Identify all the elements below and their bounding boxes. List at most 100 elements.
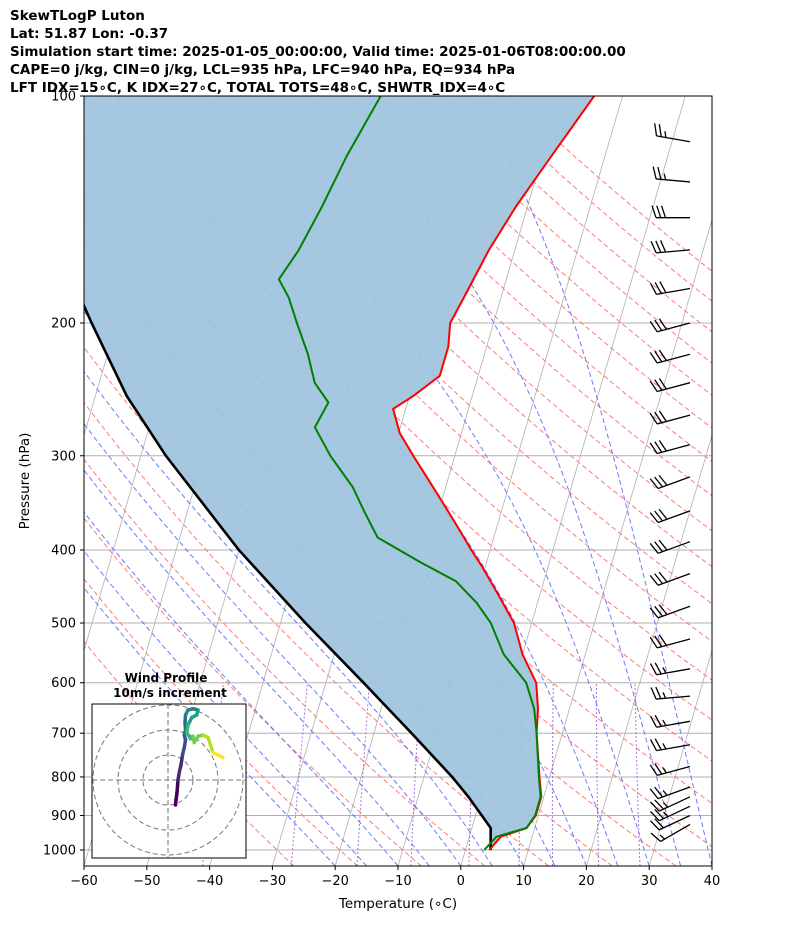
wind-barbs (649, 123, 691, 843)
wind-barb-half-flag (659, 834, 666, 840)
wind-barb-flag (654, 350, 663, 363)
moist-adiabat-line (84, 370, 493, 866)
wind-barb (649, 738, 691, 752)
wind-barb-flag (650, 811, 660, 822)
wind-barb-staff (657, 605, 691, 619)
isotherm-line (711, 864, 712, 866)
wind-barb-staff (660, 823, 691, 843)
isotherm-line (586, 433, 712, 866)
x-tick-label: −30 (259, 874, 286, 889)
wind-barb-flag (649, 352, 658, 364)
wind-barb-staff (656, 135, 691, 143)
time-line: Simulation start time: 2025-01-05_00:00:… (10, 44, 626, 60)
wind-barb-staff (658, 805, 691, 822)
wind-barb-staff (657, 476, 691, 490)
wind-barb-flag (658, 124, 662, 137)
moist-adiabat-line (330, 96, 682, 866)
indices-line: LFT IDX=15∘C, K IDX=27∘C, TOTAL TOTS=48∘… (10, 80, 506, 96)
wind-barb (650, 814, 691, 831)
wind-barb (651, 205, 690, 219)
profiles (84, 96, 596, 851)
wind-barb-flag (658, 410, 667, 422)
wind-barb-flag (654, 541, 664, 553)
mixing-ratio-line (356, 682, 370, 866)
hodograph-segment (175, 778, 180, 795)
wind-barb-half-flag (663, 173, 667, 180)
wind-barb-flag (654, 123, 658, 136)
moist-adiabat-line (84, 469, 430, 866)
wind-barb-flag (654, 605, 664, 617)
moist-adiabat-line (84, 423, 462, 866)
wind-barb-staff (657, 541, 691, 554)
isotherm-line (648, 649, 712, 866)
wind-barb-flag (649, 512, 659, 523)
wind-barb-flag (649, 282, 658, 295)
wind-barb-flag (649, 739, 658, 751)
wind-barb-flag (650, 801, 660, 812)
dewpoint-profile-line (277, 96, 542, 851)
wind-barb-flag (658, 539, 668, 551)
wind-barb (650, 686, 691, 700)
wind-barb (649, 763, 691, 776)
location-line: Lat: 51.87 Lon: -0.37 (10, 26, 169, 42)
mixing-ratio-line (595, 682, 600, 866)
wind-barb (654, 123, 691, 143)
isotherm-line (523, 218, 712, 866)
wind-barb-flag (652, 166, 657, 180)
wind-barb-half-flag (662, 767, 667, 774)
wind-barb-staff (658, 814, 691, 831)
wind-barb-flag (654, 476, 664, 488)
wind-barb (649, 604, 691, 619)
wind-barb-flag (649, 636, 658, 649)
chart-title: SkewTLogP Luton (10, 8, 145, 24)
wind-barb-staff (656, 720, 691, 728)
wind-barb-half-flag (662, 743, 667, 750)
wind-barb (649, 281, 691, 296)
y-tick-label: 400 (51, 543, 76, 558)
x-tick-label: −50 (133, 874, 160, 889)
wind-barb-flag (658, 378, 667, 390)
wind-barb-flag (650, 820, 660, 831)
wind-barb-staff (656, 668, 691, 676)
moist-adiabat-line (207, 96, 650, 866)
wind-barb-flag (650, 832, 661, 842)
wind-barb (649, 634, 691, 649)
wind-barb (649, 508, 691, 524)
wind-barb-flag (654, 786, 664, 798)
mixing-ratio-line (634, 682, 641, 866)
wind-barb-flag (658, 318, 667, 330)
wind-barb-staff (656, 695, 691, 700)
wind-barb-staff (656, 414, 691, 425)
x-tick-label: −40 (196, 874, 223, 889)
cin-cape-shading (84, 96, 595, 850)
wind-barb-half-flag (662, 667, 667, 674)
wind-barb-staff (657, 573, 691, 586)
moist-adiabat-line (115, 96, 619, 866)
wind-barb-half-flag (662, 719, 667, 726)
wind-barb-flag (658, 349, 667, 361)
wind-barb (649, 349, 691, 364)
wind-barb-staff (656, 249, 691, 254)
wind-barb-staff (657, 786, 691, 800)
wind-barb-flag (654, 635, 663, 647)
x-axis-label: Temperature (∘C) (338, 896, 457, 912)
moist-adiabat-line (84, 586, 336, 866)
wind-barb-staff (656, 287, 691, 296)
wind-barb-flag (654, 662, 662, 675)
x-tick-label: −20 (321, 874, 348, 889)
wind-barb-flag (649, 663, 658, 676)
wind-barb-flag (649, 380, 658, 392)
dry-adiabat-line (150, 96, 712, 643)
wind-barb (649, 539, 691, 554)
wind-barb-flag (649, 607, 659, 619)
wind-barb-flag (654, 441, 663, 453)
y-tick-label: 100 (51, 90, 76, 105)
wind-barb-staff (656, 353, 691, 364)
x-tick-label: −60 (70, 874, 97, 889)
wind-barb-flag (649, 320, 658, 333)
hodograph-frame (91, 703, 247, 859)
isotherm-line (775, 96, 794, 866)
wind-barb-flag (659, 240, 667, 253)
wind-barb-flag (654, 714, 662, 727)
y-tick-label: 1000 (43, 844, 76, 859)
